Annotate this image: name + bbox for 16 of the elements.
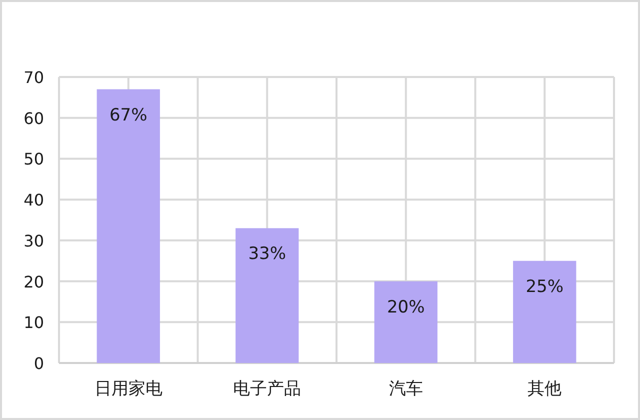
y-tick-label: 60 (24, 108, 44, 128)
x-tick-label: 其他 (528, 379, 562, 399)
x-tick-label: 汽车 (388, 379, 423, 399)
data-label: 67% (109, 105, 148, 126)
y-tick-label: 50 (24, 150, 44, 169)
x-tick-label: 日用家电 (94, 379, 162, 399)
data-label: 25% (526, 276, 564, 297)
data-label: 33% (248, 244, 286, 264)
y-tick-label: 40 (24, 190, 44, 210)
y-tick-label: 0 (34, 354, 44, 373)
x-tick-label: 电子产品 (233, 379, 302, 399)
y-tick-label: 70 (24, 68, 44, 87)
y-tick-label: 20 (24, 272, 44, 292)
data-label: 20% (386, 297, 425, 318)
y-tick-label: 30 (24, 231, 44, 250)
y-tick-label: 10 (24, 313, 44, 332)
